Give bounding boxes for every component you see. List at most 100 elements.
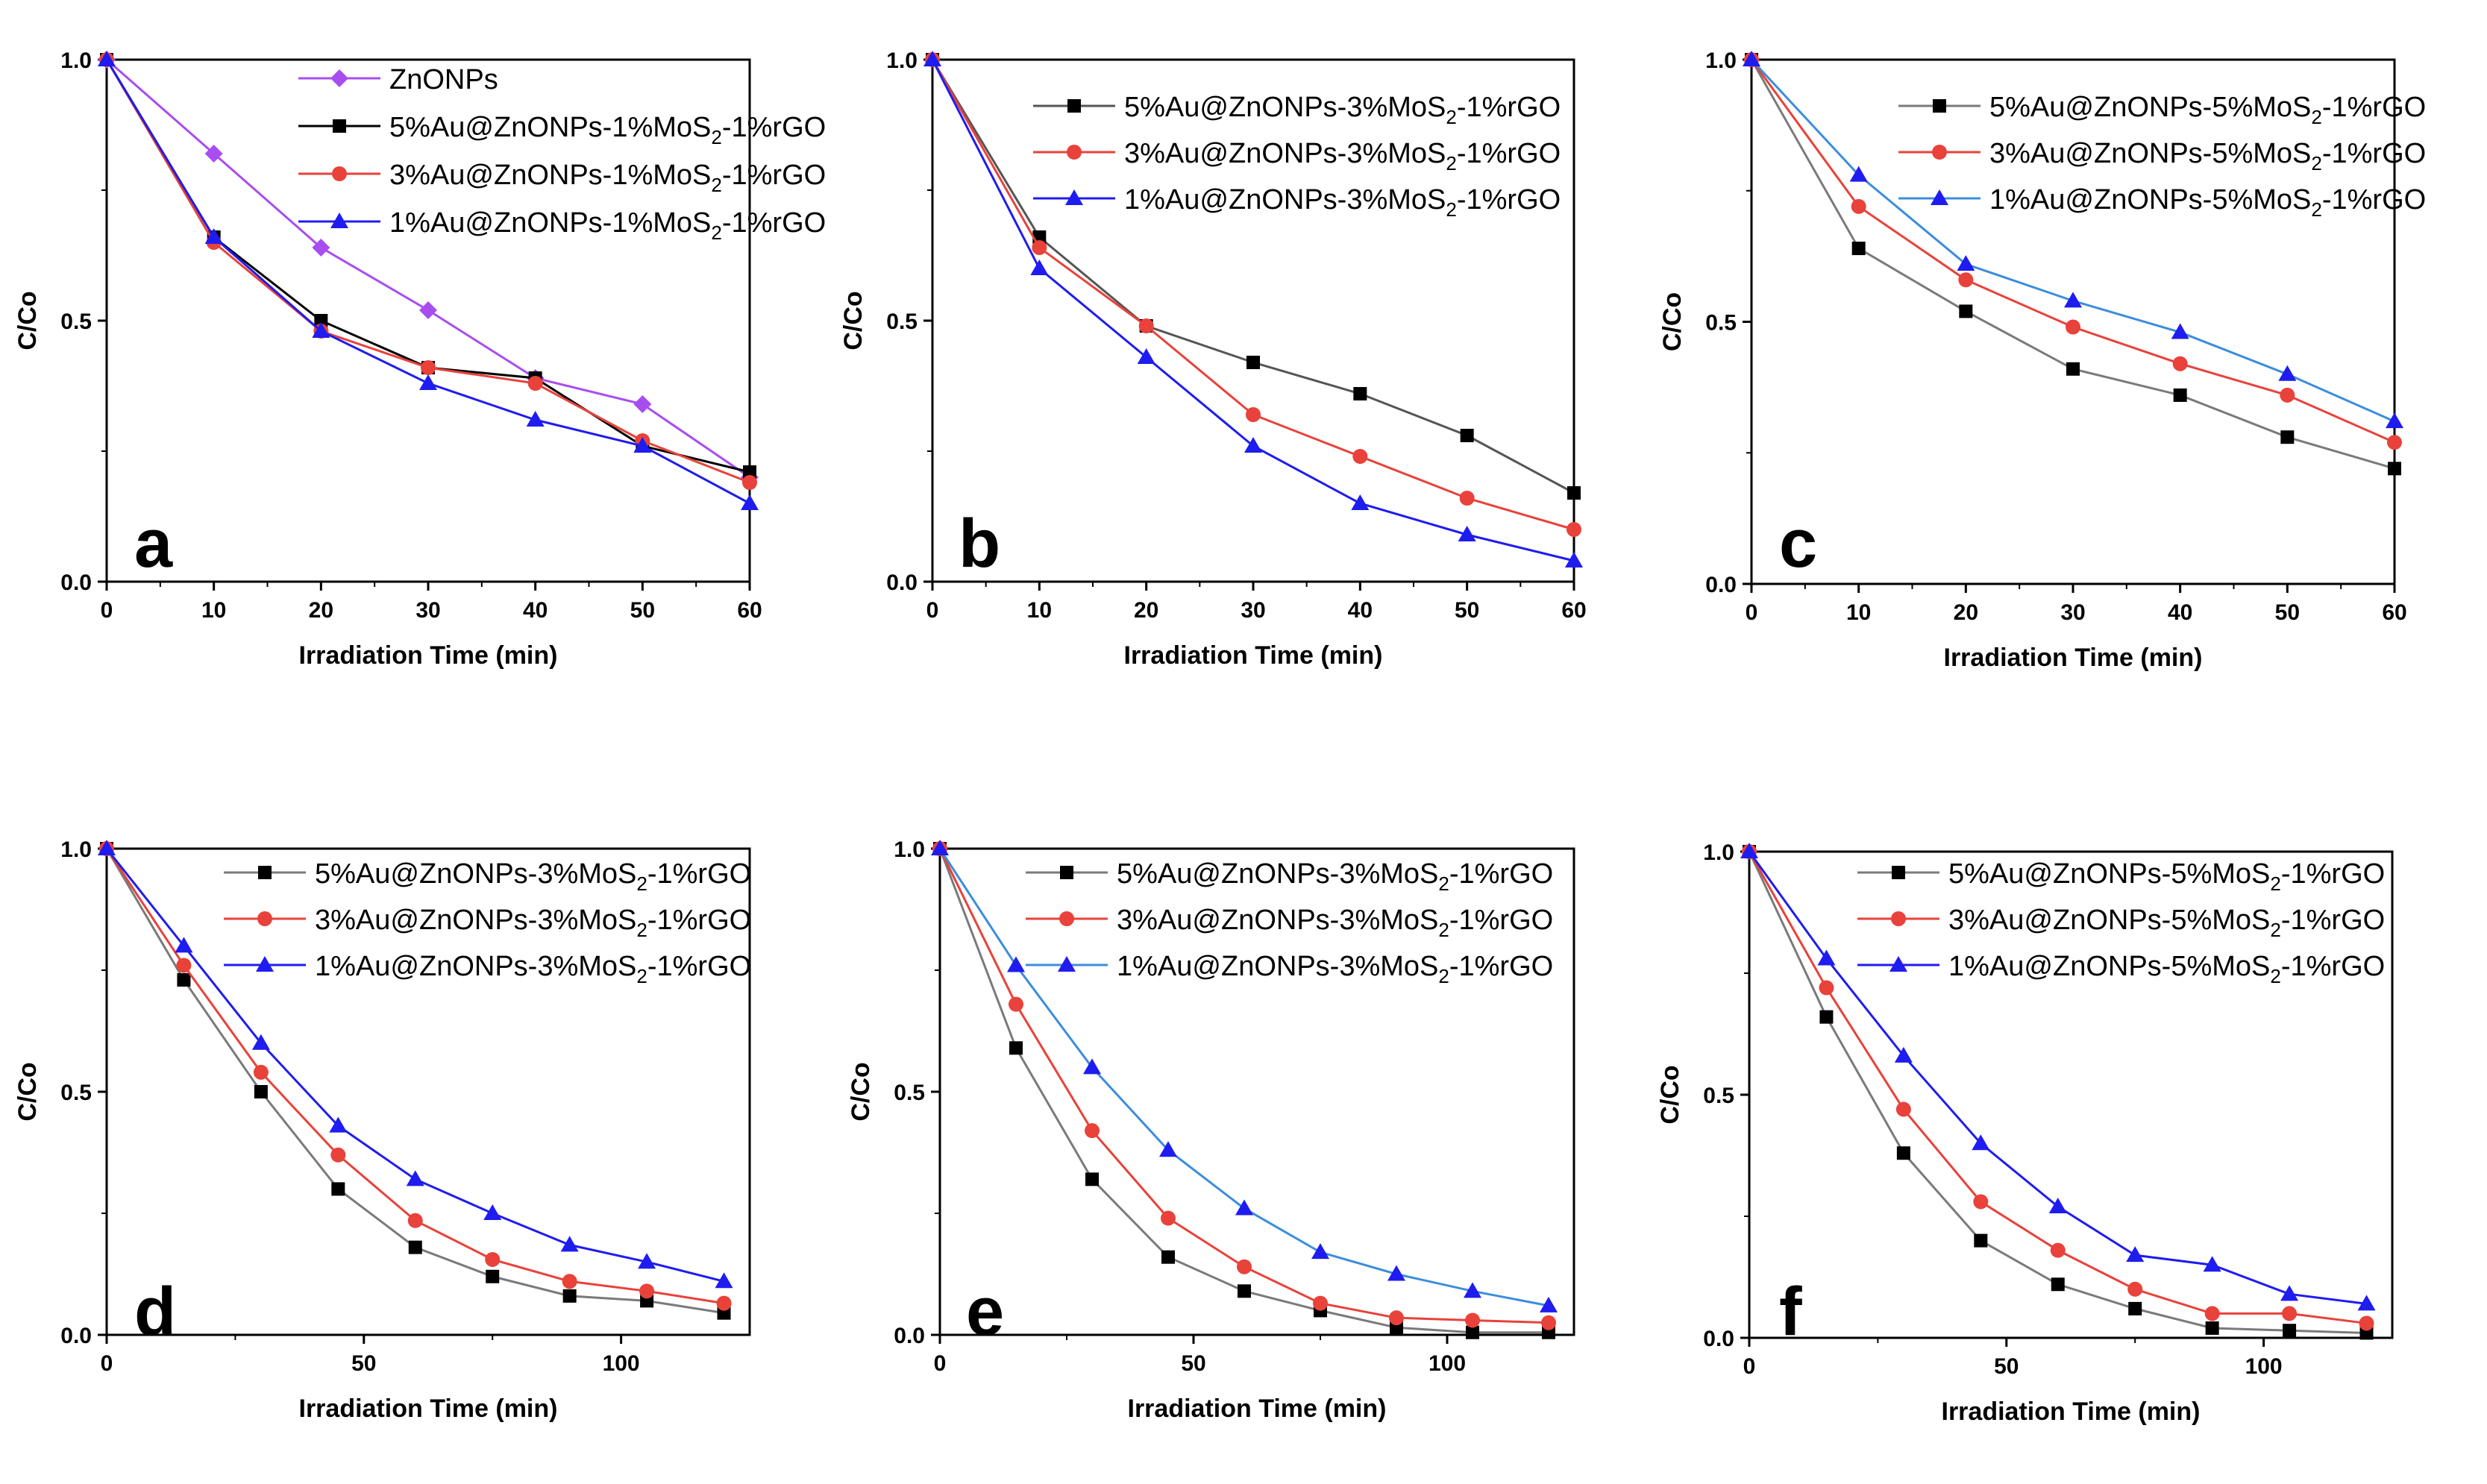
data-point	[2278, 365, 2297, 381]
data-point	[1465, 1312, 1480, 1328]
data-point	[2048, 1197, 2067, 1213]
x-tick-label: 50	[1994, 1354, 2019, 1379]
legend-marker	[1931, 189, 1948, 205]
data-point	[2387, 435, 2402, 450]
legend-label: 3%Au@ZnONPs-3%MoS2-1%rGO	[315, 905, 751, 941]
data-point	[1009, 996, 1023, 1012]
legend-marker	[1891, 911, 1906, 926]
data-point	[1085, 1123, 1100, 1139]
data-point	[638, 1253, 656, 1269]
legend-marker	[330, 213, 348, 228]
legend-label: 1%Au@ZnONPs-5%MoS2-1%rGO	[1948, 951, 2385, 987]
legend-label: 1%Au@ZnONPs-3%MoS2-1%rGO	[1124, 184, 1561, 221]
data-point	[1083, 1058, 1101, 1075]
data-point	[1567, 486, 1581, 500]
y-tick-label: 0.5	[60, 1081, 92, 1105]
x-axis-title: Irradiation Time (min)	[299, 1395, 558, 1423]
data-point	[1238, 1284, 1251, 1298]
x-tick-label: 0	[1743, 1354, 1756, 1379]
data-point	[98, 840, 116, 855]
data-point	[177, 973, 191, 987]
x-tick-label: 40	[1348, 598, 1373, 623]
data-point	[2051, 1277, 2065, 1292]
legend-label: 3%Au@ZnONPs-3%MoS2-1%rGO	[1117, 905, 1553, 941]
data-point	[1351, 494, 1370, 510]
data-point	[1565, 552, 1583, 567]
data-point	[1566, 522, 1581, 537]
x-tick-label: 10	[1846, 600, 1871, 625]
x-tick-label: 30	[1241, 598, 1265, 623]
data-point	[2357, 1295, 2376, 1311]
data-point	[1851, 242, 1866, 256]
data-point	[2203, 1256, 2221, 1272]
y-tick-label: 0.5	[1705, 311, 1737, 336]
x-tick-label: 0	[101, 598, 113, 623]
data-point	[330, 1147, 346, 1163]
data-point	[2386, 412, 2403, 429]
data-point	[562, 1274, 577, 1289]
y-tick-label: 1.0	[1705, 48, 1737, 73]
x-tick-label: 0	[101, 1351, 113, 1376]
y-tick-label: 0.5	[894, 1081, 925, 1105]
legend-marker	[257, 911, 272, 926]
chart-panel-e: 0 50 100 0.0 0.5 1.0 Irradiation Time (min) C/C…	[847, 837, 1575, 1423]
legend-label: 5%Au@ZnONPs-5%MoS2-1%rGO	[1989, 92, 2426, 128]
data-point	[485, 1251, 501, 1267]
data-point	[2172, 356, 2188, 371]
panel-letter: a	[134, 506, 173, 582]
panel-letter: c	[1779, 506, 1817, 582]
legend-label: 3%Au@ZnONPs-3%MoS2-1%rGO	[1124, 138, 1561, 175]
legend-label: 5%Au@ZnONPs-1%MoS2-1%rGO	[389, 112, 826, 148]
y-tick-label: 0.0	[1705, 573, 1737, 597]
legend-marker	[333, 119, 346, 133]
data-point	[2280, 430, 2295, 444]
data-point	[1032, 240, 1047, 255]
data-point	[923, 51, 941, 66]
data-point	[1138, 318, 1154, 333]
y-tick-label: 1.0	[1703, 840, 1734, 865]
legend-marker	[1933, 99, 1946, 113]
chart-panel-c: 0 10 20 30 40 50 60 0.0 0.5 1.0 Irradiation Time (…	[1658, 48, 2426, 672]
data-point	[1540, 1296, 1558, 1312]
data-point	[1244, 437, 1262, 453]
data-point	[562, 1289, 577, 1303]
data-point	[312, 322, 330, 338]
data-point	[1849, 166, 1868, 182]
data-point	[1161, 1210, 1176, 1226]
data-point	[743, 465, 756, 479]
x-axis-title: Irradiation Time (min)	[1128, 1395, 1387, 1423]
legend-label: 3%Au@ZnONPs-5%MoS2-1%rGO	[1948, 905, 2385, 941]
legend-marker	[1065, 189, 1083, 205]
data-point	[1819, 980, 1834, 996]
y-tick-label: 0.0	[1703, 1327, 1734, 1351]
legend-label: 5%Au@ZnONPs-3%MoS2-1%rGO	[1124, 92, 1561, 128]
data-point	[633, 395, 652, 413]
series-line	[931, 59, 1575, 531]
data-point	[1007, 956, 1025, 972]
y-axis-title: C/Co	[1656, 1065, 1684, 1124]
data-point	[2173, 388, 2187, 402]
x-axis-title: Irradiation Time (min)	[1124, 641, 1383, 670]
data-point	[314, 314, 328, 327]
data-point	[1030, 260, 1049, 275]
x-tick-label: 60	[737, 598, 762, 623]
x-tick-label: 10	[201, 598, 226, 623]
x-tick-label: 60	[2382, 600, 2406, 625]
data-point	[98, 51, 116, 66]
chart-panel-f: 0 50 100 0.0 0.5 1.0 Irradiation Time (min) C/C…	[1656, 840, 2394, 1426]
data-point	[486, 1269, 500, 1283]
x-tick-label: 30	[415, 598, 440, 623]
y-tick-label: 0.0	[894, 1324, 925, 1348]
data-point	[1387, 1265, 1405, 1281]
chart-panel-a: 0 10 20 30 40 50 60 0.0 0.5 1.0 Irradiation Time (…	[13, 48, 826, 670]
x-tick-label: 0	[926, 598, 939, 623]
y-tick-label: 1.0	[894, 837, 925, 862]
data-point	[1851, 198, 1866, 214]
data-point	[2282, 1306, 2298, 1321]
data-point	[204, 228, 223, 244]
data-point	[639, 1283, 655, 1299]
data-point	[176, 958, 192, 973]
legend-label: 5%Au@ZnONPs-3%MoS2-1%rGO	[315, 858, 751, 895]
x-tick-label: 0	[1746, 600, 1758, 625]
series-line	[931, 59, 1575, 562]
